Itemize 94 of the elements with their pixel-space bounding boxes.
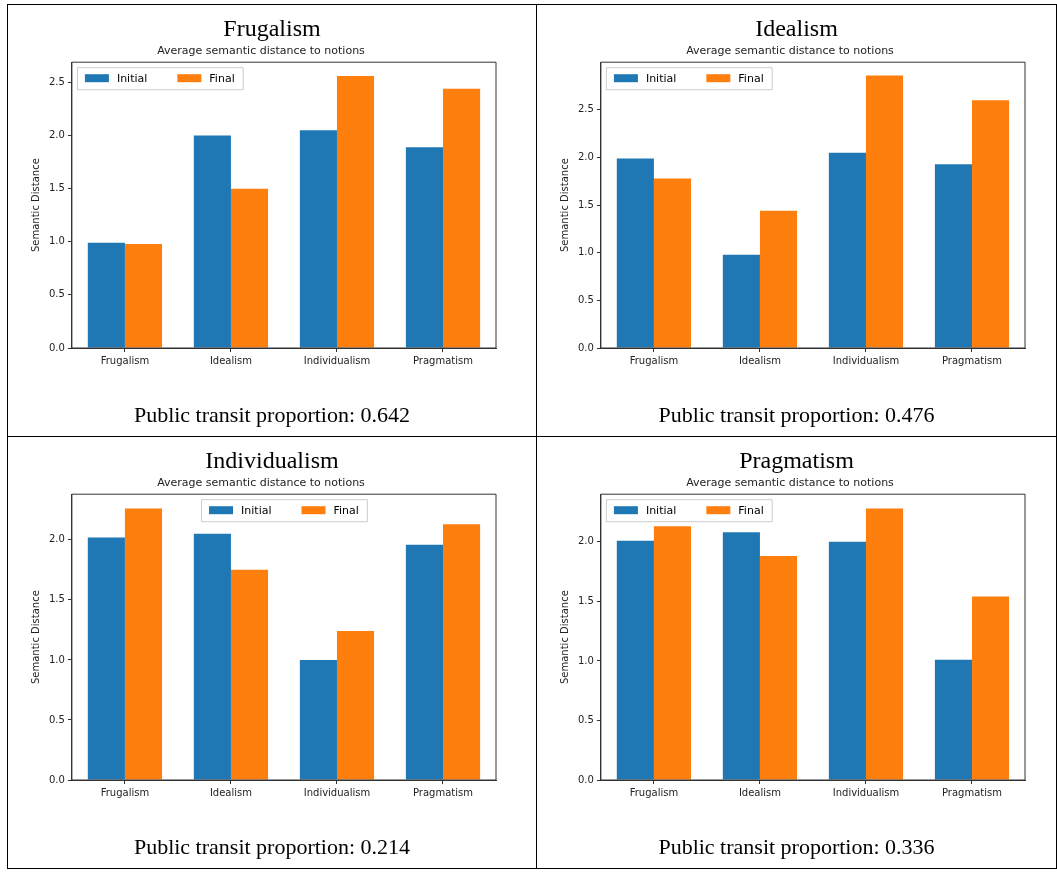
y-tick-label: 1.5 <box>578 198 594 210</box>
bar <box>616 158 654 348</box>
y-tick-label: 1.0 <box>578 654 594 666</box>
y-tick-label: 0.0 <box>578 341 594 353</box>
bar <box>299 130 337 348</box>
y-tick-label: 1.5 <box>578 594 594 606</box>
x-tick-label: Idealism <box>738 786 781 798</box>
x-tick-label: Idealism <box>209 786 252 798</box>
legend-label: Final <box>333 504 359 518</box>
bar <box>653 526 692 780</box>
y-tick-label: 1.5 <box>49 593 65 605</box>
bar <box>653 178 692 348</box>
bar <box>865 508 904 780</box>
y-tick-label: 1.0 <box>49 653 65 665</box>
x-tick-label: Pragmatism <box>413 786 473 798</box>
y-tick-label: 0.5 <box>49 713 65 725</box>
y-tick-label: 1.0 <box>578 246 594 258</box>
y-axis-title: Semantic Distance <box>558 590 570 685</box>
x-tick-label: Pragmatism <box>942 786 1002 798</box>
legend-label: Final <box>209 72 235 86</box>
legend-label: Initial <box>241 504 272 518</box>
legend-label: Final <box>738 504 764 518</box>
bar <box>124 508 163 780</box>
bar <box>828 541 866 780</box>
y-tick-label: 0.0 <box>49 773 65 785</box>
y-tick-label: 0.0 <box>49 341 65 353</box>
bar <box>934 164 972 348</box>
bar <box>405 544 443 780</box>
chart-title: Idealism <box>754 15 839 43</box>
y-tick-label: 2.0 <box>49 129 65 141</box>
x-tick-label: Pragmatism <box>942 354 1002 366</box>
bar <box>828 152 866 348</box>
text: Public transit proportion: 0.214 <box>132 834 412 860</box>
bar <box>193 135 231 348</box>
bar <box>442 524 481 780</box>
x-tick-label: Frugalism <box>100 786 150 798</box>
bar <box>230 569 269 780</box>
y-tick-label: 2.0 <box>578 151 594 163</box>
bar <box>87 537 125 780</box>
y-tick-label: 0.5 <box>578 293 594 305</box>
chart-title: Frugalism <box>222 15 322 43</box>
y-tick-label: 2.5 <box>578 103 594 115</box>
bar <box>230 188 269 348</box>
chart-title: Pragmatism <box>738 447 855 475</box>
legend-label: Initial <box>645 72 677 86</box>
bar <box>87 242 125 348</box>
chart-subtitle: Average semantic distance to notions <box>686 44 895 58</box>
bar <box>124 243 163 348</box>
x-tick-label: Frugalism <box>629 354 679 366</box>
y-tick-label: 1.0 <box>49 235 65 247</box>
x-tick-label: Individualism <box>832 786 900 798</box>
y-axis-title: Semantic Distance <box>29 590 41 685</box>
bar <box>442 88 481 348</box>
x-tick-label: Individualism <box>303 354 371 366</box>
legend-label: Initial <box>116 72 148 86</box>
bar <box>934 659 972 780</box>
bar <box>193 533 231 780</box>
bar <box>971 100 1010 348</box>
chart-subtitle: Average semantic distance to notions <box>157 476 366 490</box>
x-tick-label: Idealism <box>738 354 781 366</box>
x-tick-label: Pragmatism <box>413 354 473 366</box>
bar <box>299 659 337 780</box>
bar <box>336 631 375 780</box>
y-axis-title: Semantic Distance <box>29 158 41 253</box>
text: Public transit proportion: 0.642 <box>132 402 412 428</box>
text: Public transit proportion: 0.336 <box>657 834 936 860</box>
y-tick-label: 0.0 <box>578 773 594 785</box>
x-tick-label: Individualism <box>303 786 371 798</box>
text: Public transit proportion: 0.476 <box>657 402 936 428</box>
y-tick-label: 2.0 <box>49 533 65 545</box>
bar <box>405 147 443 348</box>
x-tick-label: Individualism <box>832 354 900 366</box>
legend-label: Final <box>738 72 764 86</box>
legend-label: Initial <box>645 504 677 518</box>
bar <box>971 596 1010 780</box>
bar <box>616 540 654 780</box>
y-tick-label: 1.5 <box>49 182 65 194</box>
y-tick-label: 0.5 <box>49 288 65 300</box>
y-tick-label: 0.5 <box>578 714 594 726</box>
y-tick-label: 2.5 <box>49 75 65 87</box>
bar <box>722 532 760 780</box>
bar <box>759 210 798 348</box>
y-tick-label: 2.0 <box>578 535 594 547</box>
bar <box>759 556 798 780</box>
x-tick-label: Idealism <box>209 354 252 366</box>
chart-subtitle: Average semantic distance to notions <box>686 476 895 490</box>
bar <box>865 75 904 348</box>
bar <box>336 76 375 348</box>
x-tick-label: Frugalism <box>629 786 679 798</box>
y-axis-title: Semantic Distance <box>558 158 570 253</box>
x-tick-label: Frugalism <box>100 354 150 366</box>
chart-title: Individualism <box>204 447 340 475</box>
bar <box>722 254 760 348</box>
chart-subtitle: Average semantic distance to notions <box>157 44 366 58</box>
